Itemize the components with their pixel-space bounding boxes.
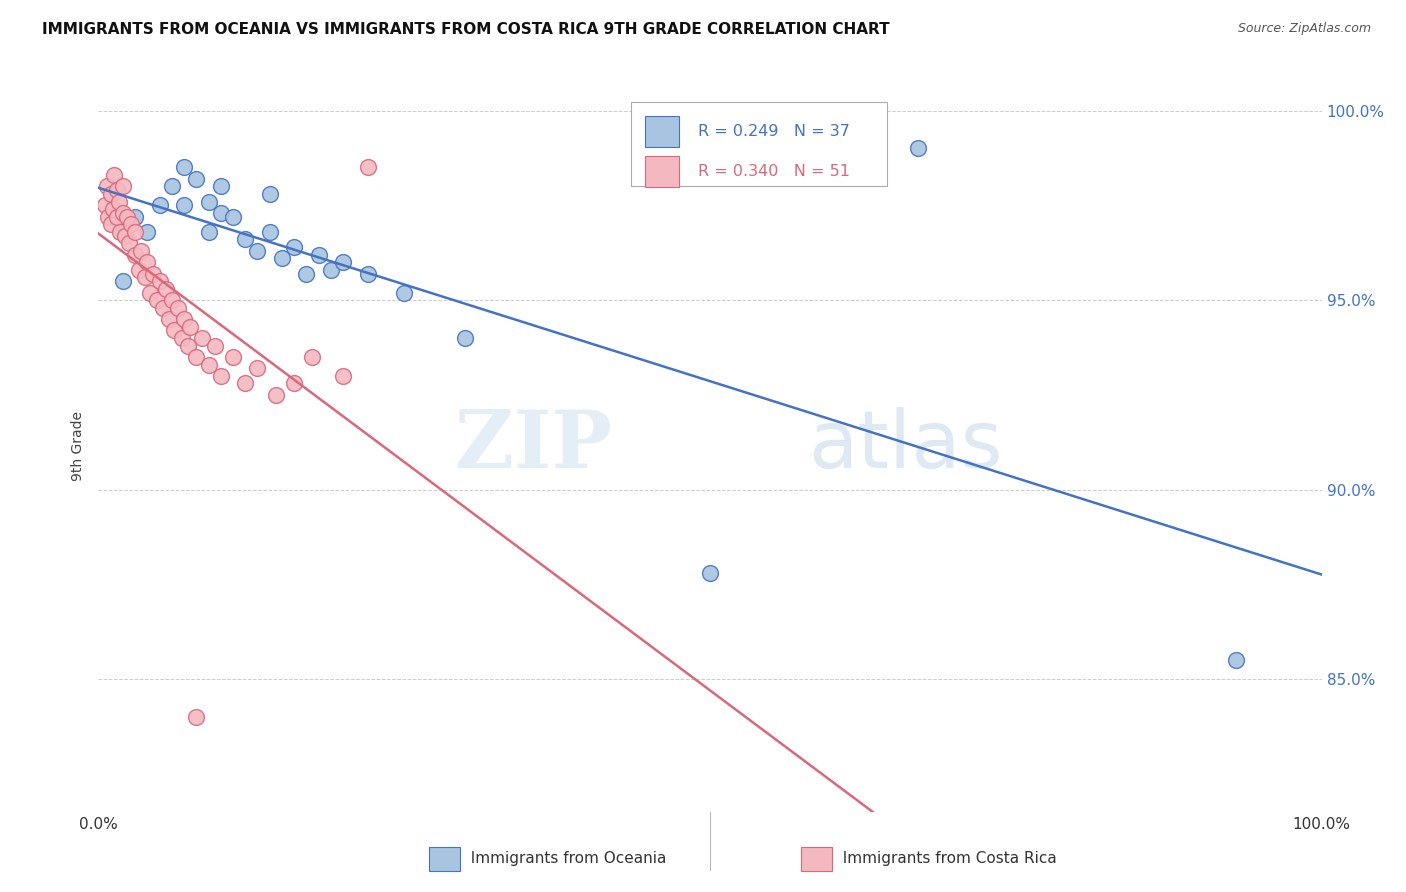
- Text: R = 0.249   N = 37: R = 0.249 N = 37: [697, 124, 849, 139]
- Point: [167, 301, 190, 315]
- Point: [118, 236, 141, 251]
- Point: [699, 566, 721, 580]
- Point: [128, 262, 150, 277]
- Point: [197, 194, 219, 209]
- Point: [454, 331, 477, 345]
- Point: [129, 244, 152, 258]
- Point: [907, 141, 929, 155]
- FancyBboxPatch shape: [645, 156, 679, 186]
- Point: [173, 198, 195, 212]
- Point: [111, 179, 134, 194]
- Point: [114, 228, 136, 243]
- Text: ZIP: ZIP: [456, 407, 612, 485]
- FancyBboxPatch shape: [645, 116, 679, 147]
- Point: [142, 267, 165, 281]
- Point: [177, 338, 200, 352]
- Point: [136, 225, 159, 239]
- Point: [332, 255, 354, 269]
- Point: [197, 358, 219, 372]
- Text: atlas: atlas: [808, 407, 1002, 485]
- Point: [115, 210, 138, 224]
- Point: [209, 206, 232, 220]
- Point: [233, 376, 256, 391]
- Point: [124, 210, 146, 224]
- Point: [283, 240, 305, 254]
- Point: [259, 186, 281, 201]
- Point: [222, 210, 245, 224]
- Point: [270, 252, 294, 266]
- Point: [264, 388, 287, 402]
- Point: [259, 225, 281, 239]
- Point: [108, 194, 131, 209]
- Y-axis label: 9th Grade: 9th Grade: [72, 411, 86, 481]
- Point: [100, 217, 122, 231]
- Point: [1225, 653, 1247, 667]
- Point: [222, 350, 245, 364]
- Point: [179, 319, 201, 334]
- Point: [191, 331, 214, 345]
- Point: [308, 247, 330, 261]
- Point: [111, 274, 134, 288]
- FancyBboxPatch shape: [630, 103, 887, 186]
- Point: [111, 217, 134, 231]
- Point: [124, 247, 146, 261]
- Point: [186, 171, 208, 186]
- Point: [392, 285, 416, 300]
- Point: [246, 244, 269, 258]
- Point: [105, 210, 128, 224]
- Point: [149, 198, 172, 212]
- Point: [173, 161, 195, 175]
- Point: [160, 293, 183, 307]
- Point: [204, 338, 226, 352]
- Point: [173, 312, 195, 326]
- Point: [233, 232, 256, 246]
- Point: [97, 210, 120, 224]
- Text: Source: ZipAtlas.com: Source: ZipAtlas.com: [1237, 22, 1371, 36]
- Point: [149, 274, 172, 288]
- Point: [110, 225, 132, 239]
- Point: [100, 186, 122, 201]
- Point: [103, 168, 125, 182]
- Text: Immigrants from Oceania: Immigrants from Oceania: [422, 851, 666, 865]
- Point: [111, 206, 134, 220]
- Point: [146, 293, 169, 307]
- Point: [356, 267, 378, 281]
- Point: [124, 225, 146, 239]
- Point: [319, 262, 342, 277]
- Point: [163, 323, 186, 337]
- Point: [209, 179, 232, 194]
- Point: [155, 282, 177, 296]
- Point: [160, 179, 183, 194]
- Point: [101, 202, 124, 216]
- Point: [332, 368, 354, 383]
- Point: [186, 350, 208, 364]
- Point: [152, 301, 174, 315]
- Point: [301, 350, 323, 364]
- Point: [186, 710, 208, 724]
- Text: Immigrants from Costa Rica: Immigrants from Costa Rica: [794, 851, 1057, 865]
- Point: [136, 255, 159, 269]
- Point: [295, 267, 318, 281]
- Point: [134, 270, 156, 285]
- Point: [283, 376, 305, 391]
- Point: [105, 183, 128, 197]
- Point: [96, 179, 118, 194]
- Point: [93, 198, 115, 212]
- Point: [356, 161, 378, 175]
- Text: IMMIGRANTS FROM OCEANIA VS IMMIGRANTS FROM COSTA RICA 9TH GRADE CORRELATION CHAR: IMMIGRANTS FROM OCEANIA VS IMMIGRANTS FR…: [42, 22, 890, 37]
- Point: [209, 368, 232, 383]
- Point: [197, 225, 219, 239]
- Point: [157, 312, 180, 326]
- Point: [246, 361, 269, 376]
- Point: [139, 285, 162, 300]
- Point: [120, 217, 142, 231]
- Text: R = 0.340   N = 51: R = 0.340 N = 51: [697, 164, 849, 178]
- Point: [170, 331, 193, 345]
